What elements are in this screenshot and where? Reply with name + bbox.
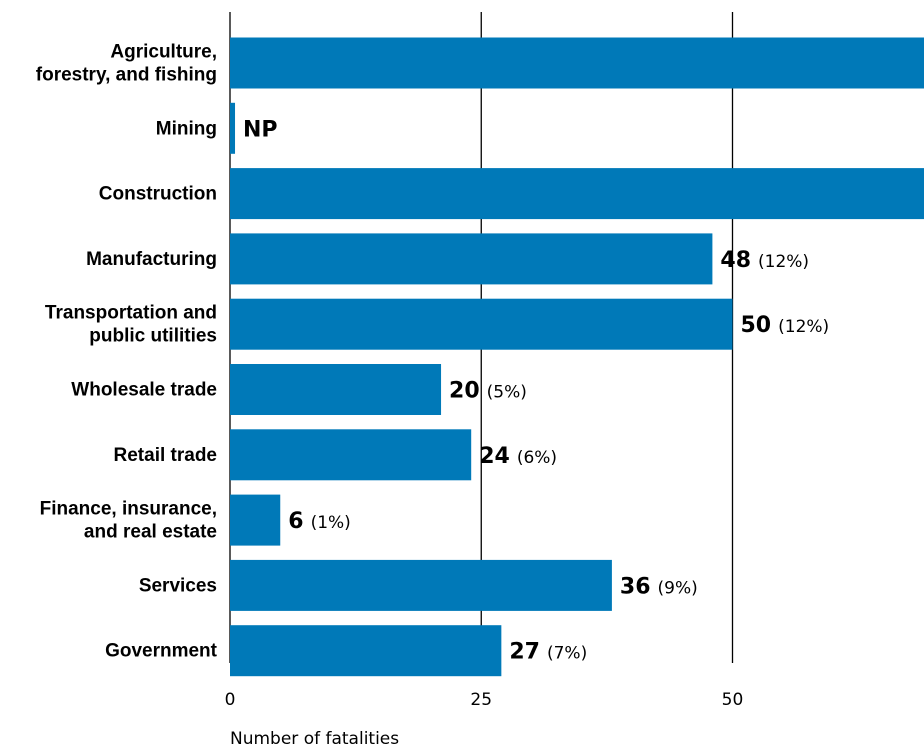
category-label: Retail trade [114, 445, 217, 466]
category-label: Finance, insurance, and real estate [40, 499, 217, 543]
bar [230, 102, 236, 154]
data-label: 50 (12%) [741, 313, 830, 338]
bar [230, 364, 442, 415]
bar [230, 233, 713, 285]
x-axis-title: Number of fatalities [230, 729, 399, 747]
x-tick-label: 0 [225, 690, 236, 710]
category-labels: Agriculture, forestry, and fishing Mining C… [36, 42, 218, 662]
bar [230, 168, 924, 220]
bar [230, 429, 472, 481]
bar [230, 494, 281, 546]
category-label: Manufacturing [86, 249, 217, 270]
category-label: Services [139, 575, 217, 596]
data-label: 36 (9%) [620, 574, 698, 599]
bar [230, 625, 502, 677]
x-axis-ticks: 0255075100125 [225, 690, 744, 710]
category-label: Wholesale trade [71, 380, 217, 401]
category-label: Transportation and public utilities [45, 303, 217, 347]
category-label: Agriculture, forestry, and fishing [36, 42, 217, 86]
data-label: 27 (7%) [509, 640, 587, 665]
category-label: Construction [99, 184, 217, 205]
data-label: 48 (12%) [720, 248, 809, 273]
bar [230, 298, 733, 350]
category-label: Government [105, 641, 218, 662]
bars [230, 37, 924, 677]
x-tick-label: 50 [722, 690, 744, 710]
bar [230, 559, 612, 611]
value-labels: 116(28%)NP75(18%)48(12%)50(12%)20(5%)24(… [243, 117, 830, 665]
category-label: Mining [156, 118, 217, 139]
data-label: 6 (1%) [288, 509, 351, 534]
data-label: 24 (6%) [479, 444, 557, 469]
x-tick-label: 25 [470, 690, 492, 710]
data-label: NP [243, 117, 278, 142]
data-label: 20 (5%) [449, 379, 527, 404]
bar [230, 37, 924, 89]
